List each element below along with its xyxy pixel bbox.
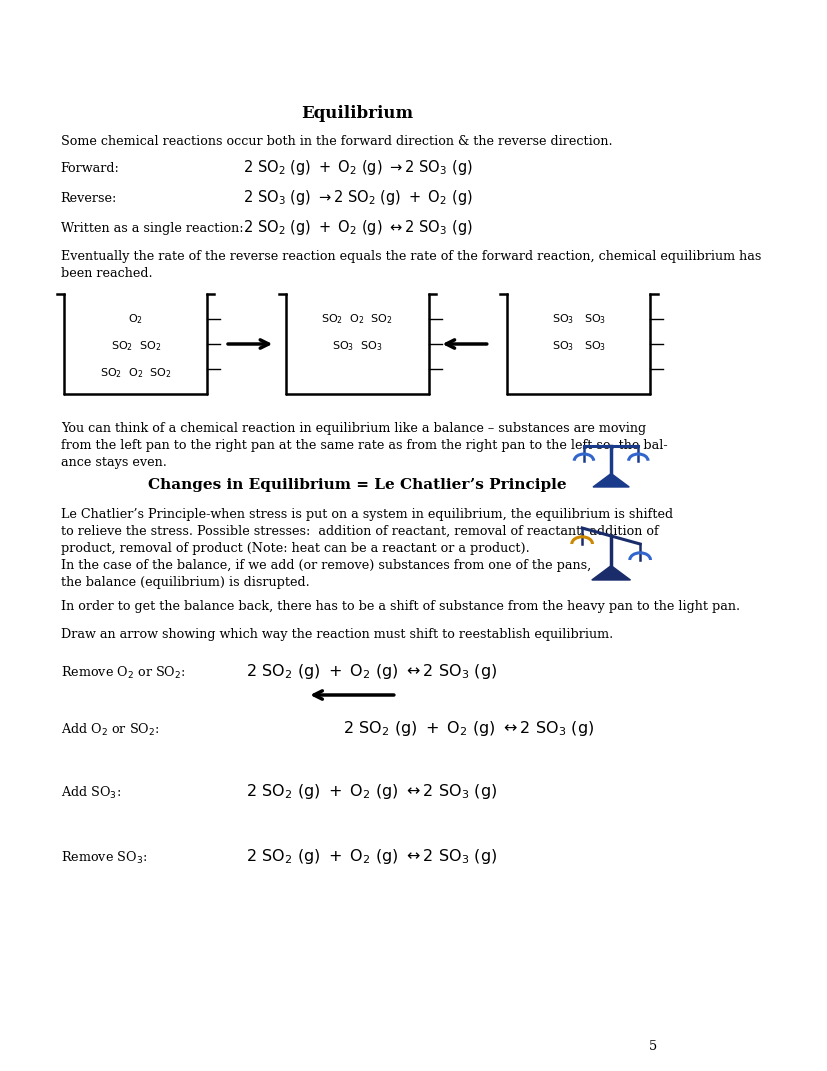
Text: Eventually the rate of the reverse reaction equals the rate of the forward react: Eventually the rate of the reverse react… [60,250,760,263]
Text: $2\ \mathrm{SO_2}\ \mathrm{(g)}\ +\ \mathrm{O_2}\ \mathrm{(g)}\ \leftrightarrow : $2\ \mathrm{SO_2}\ \mathrm{(g)}\ +\ \mat… [246,847,497,866]
Text: $\mathrm{SO_2\ \ SO_2}$: $\mathrm{SO_2\ \ SO_2}$ [111,340,160,352]
Text: product, removal of product (Note: heat can be a reactant or a product).: product, removal of product (Note: heat … [60,542,529,555]
Polygon shape [591,565,629,580]
Text: $\mathrm{SO_2\ \ O_2\ \ SO_2}$: $\mathrm{SO_2\ \ O_2\ \ SO_2}$ [321,312,393,326]
Text: You can think of a chemical reaction in equilibrium like a balance – substances : You can think of a chemical reaction in … [60,422,645,435]
Text: Some chemical reactions occur both in the forward direction & the reverse direct: Some chemical reactions occur both in th… [60,135,612,148]
Text: the balance (equilibrium) is disrupted.: the balance (equilibrium) is disrupted. [60,576,309,589]
Text: Reverse:: Reverse: [60,192,117,205]
Text: Changes in Equilibrium = Le Chatlier’s Principle: Changes in Equilibrium = Le Chatlier’s P… [148,478,566,492]
Text: Add O$_2$ or SO$_2$:: Add O$_2$ or SO$_2$: [60,722,159,738]
Text: $2\ \mathrm{SO_2}\ \mathrm{(g)}\ +\ \mathrm{O_2}\ \mathrm{(g)}\ \leftrightarrow : $2\ \mathrm{SO_2}\ \mathrm{(g)}\ +\ \mat… [246,662,497,681]
Text: $2\ \mathrm{SO_2}\ \mathrm{(g)}\ +\ \mathrm{O_2}\ \mathrm{(g)}\ \leftrightarrow : $2\ \mathrm{SO_2}\ \mathrm{(g)}\ +\ \mat… [246,782,497,801]
Text: ance stays even.: ance stays even. [60,456,166,469]
Text: Remove SO$_3$:: Remove SO$_3$: [60,850,146,866]
Text: In the case of the balance, if we add (or remove) substances from one of the pan: In the case of the balance, if we add (o… [60,559,590,572]
Text: $\mathrm{SO_3\ \ SO_3}$: $\mathrm{SO_3\ \ SO_3}$ [332,340,382,352]
Text: Le Chatlier’s Principle-when stress is put on a system in equilibrium, the equil: Le Chatlier’s Principle-when stress is p… [60,508,672,521]
Text: $2\ \mathrm{SO_2}\ \mathrm{(g)}\ +\ \mathrm{O_2}\ \mathrm{(g)}\ \leftrightarrow : $2\ \mathrm{SO_2}\ \mathrm{(g)}\ +\ \mat… [342,719,594,738]
Text: $\mathrm{SO_3\ \ \ SO_3}$: $\mathrm{SO_3\ \ \ SO_3}$ [552,312,605,326]
Text: Equilibrium: Equilibrium [301,105,413,122]
Text: Draw an arrow showing which way the reaction must shift to reestablish equilibri: Draw an arrow showing which way the reac… [60,628,612,642]
Text: Remove O$_2$ or SO$_2$:: Remove O$_2$ or SO$_2$: [60,665,185,681]
Text: Written as a single reaction:: Written as a single reaction: [60,222,243,235]
Text: In order to get the balance back, there has to be a shift of substance from the : In order to get the balance back, there … [60,600,739,613]
Text: $\mathrm{O_2}$: $\mathrm{O_2}$ [128,312,143,326]
Text: Forward:: Forward: [60,162,119,175]
Text: $2\ \mathrm{SO_3}\ \mathrm{(g)}\ \rightarrow 2\ \mathrm{SO_2}\ \mathrm{(g)}\ +\ : $2\ \mathrm{SO_3}\ \mathrm{(g)}\ \righta… [242,188,471,207]
Text: Add SO$_3$:: Add SO$_3$: [60,785,121,801]
Text: 5: 5 [648,1040,657,1053]
Text: to relieve the stress. Possible stresses:  addition of reactant, removal of reac: to relieve the stress. Possible stresses… [60,525,657,538]
Text: $\mathrm{SO_2\ \ O_2\ \ SO_2}$: $\mathrm{SO_2\ \ O_2\ \ SO_2}$ [100,366,171,380]
Text: $2\ \mathrm{SO_2}\ \mathrm{(g)}\ +\ \mathrm{O_2}\ \mathrm{(g)}\ \leftrightarrow : $2\ \mathrm{SO_2}\ \mathrm{(g)}\ +\ \mat… [242,218,471,237]
Text: $2\ \mathrm{SO_2}\ \mathrm{(g)}\ +\ \mathrm{O_2}\ \mathrm{(g)}\ \rightarrow 2\ \: $2\ \mathrm{SO_2}\ \mathrm{(g)}\ +\ \mat… [242,159,471,177]
Polygon shape [592,473,629,487]
Text: $\mathrm{SO_3\ \ \ SO_3}$: $\mathrm{SO_3\ \ \ SO_3}$ [552,340,605,352]
Text: from the left pan to the right pan at the same rate as from the right pan to the: from the left pan to the right pan at th… [60,439,667,452]
Text: been reached.: been reached. [60,267,152,280]
